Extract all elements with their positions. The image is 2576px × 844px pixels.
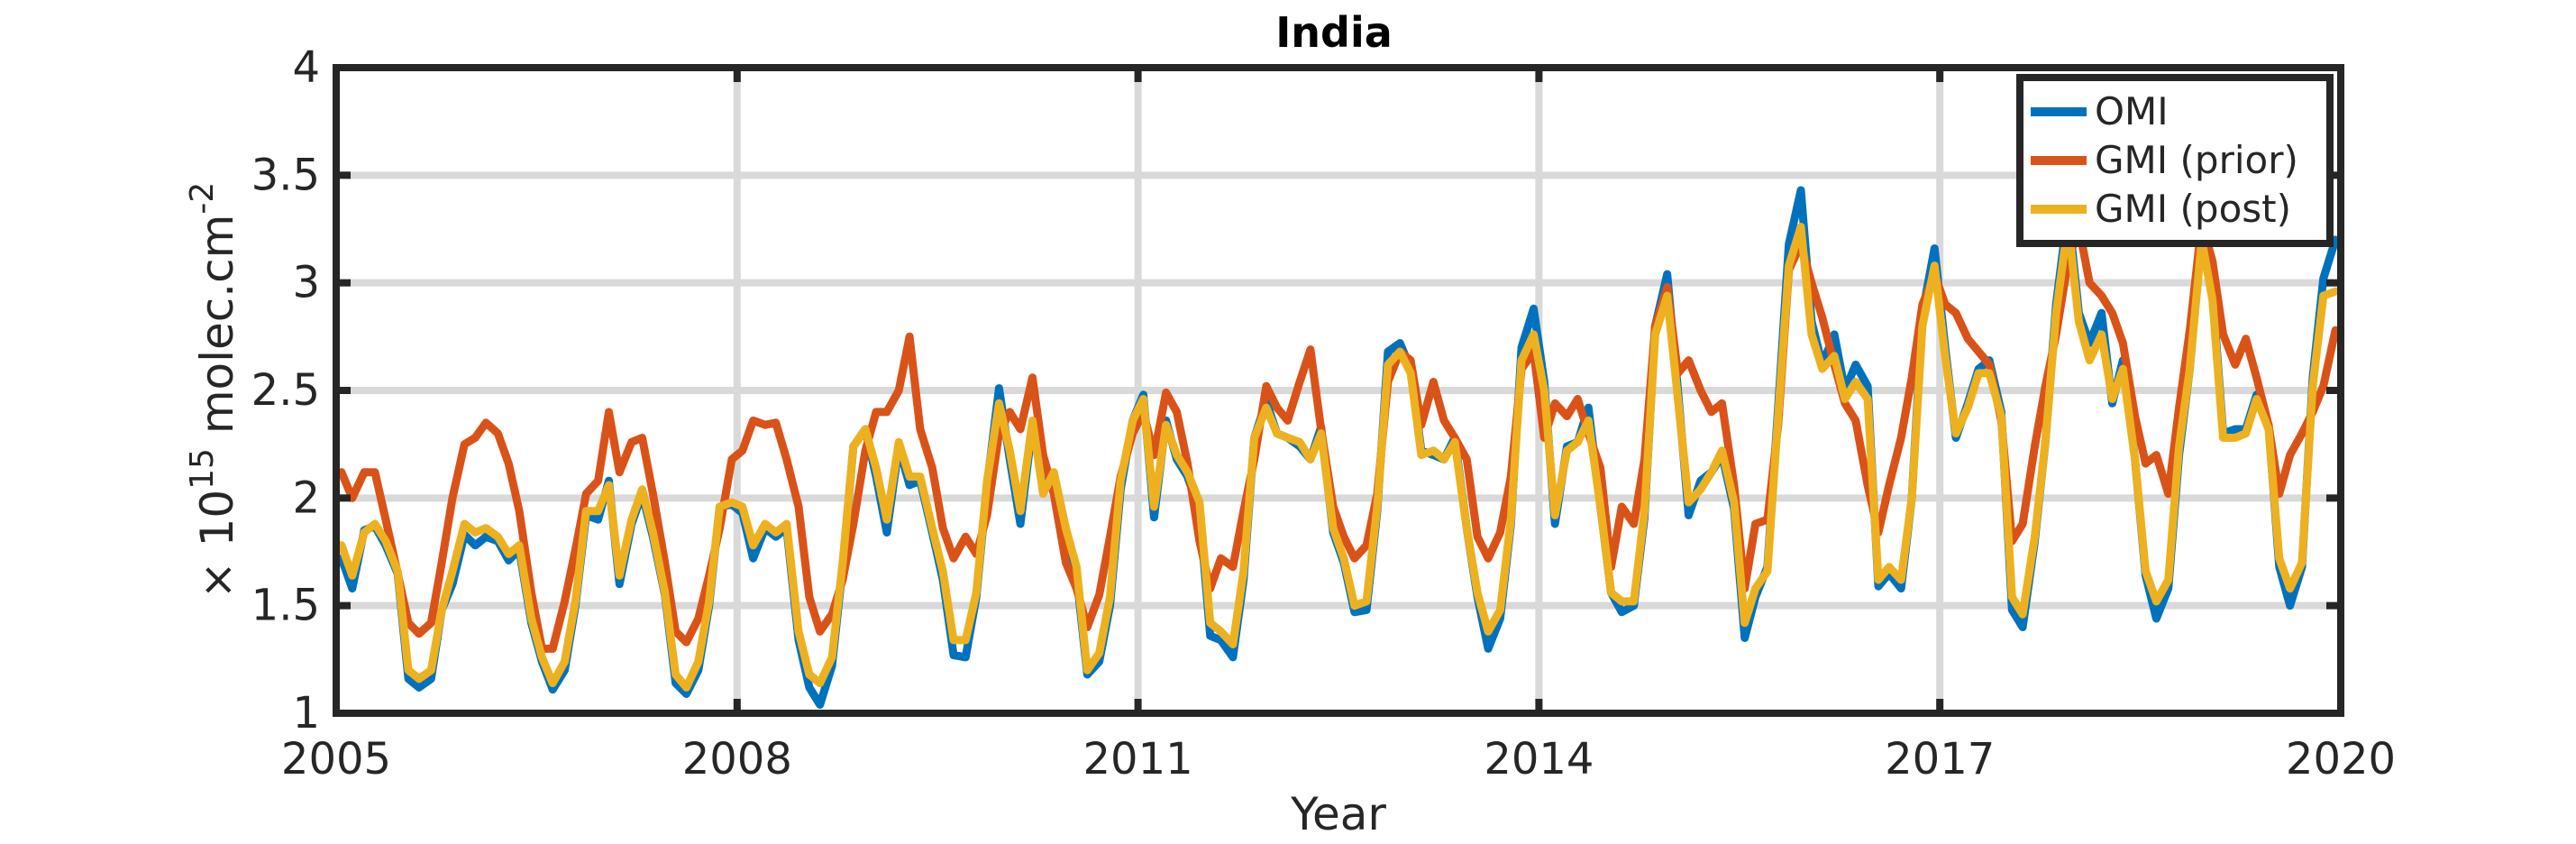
x-tick-label: 2017 [1885,734,1995,784]
x-tick-labels: 2005 2008 2011 2014 2017 2020 [281,734,2396,784]
x-axis-label: Year [1290,788,1386,840]
series-line [337,218,2340,692]
y-tick-labels: 1 1.5 2 2.5 3 3.5 4 [251,42,320,738]
y-tick-label: 4 [292,42,320,93]
x-tick-label: 2020 [2286,734,2396,784]
y-tick-label: 2.5 [251,365,320,416]
axis-ticks [333,64,2344,717]
y-tick-label: 2 [292,472,320,523]
y-tick-label: 3.5 [251,150,320,200]
series-line [337,218,2340,653]
legend-label: OMI [2095,89,2169,133]
chart-title: India [1275,8,1393,57]
x-tick-label: 2014 [1484,734,1594,784]
y-axis-label-unit: molec.cm [191,215,243,448]
x-tick-label: 2011 [1083,734,1193,784]
y-axis-label: × 1015 molec.cm-2 [184,182,243,600]
series-lines [337,186,2340,709]
x-tick-label: 2005 [281,734,391,784]
x-tick-label: 2008 [682,734,792,784]
y-axis-label-prefix: × 10 [191,490,243,599]
y-axis-label-exponent: 15 [184,448,221,490]
y-axis-label-unit-exponent: -2 [184,182,221,215]
legend: OMI GMI (prior) GMI (post) [2016,74,2334,247]
y-tick-label: 1 [292,688,320,738]
y-tick-label: 1.5 [251,581,320,631]
y-tick-label: 3 [292,258,320,308]
legend-label: GMI (prior) [2095,138,2298,182]
legend-label: GMI (post) [2095,187,2291,231]
